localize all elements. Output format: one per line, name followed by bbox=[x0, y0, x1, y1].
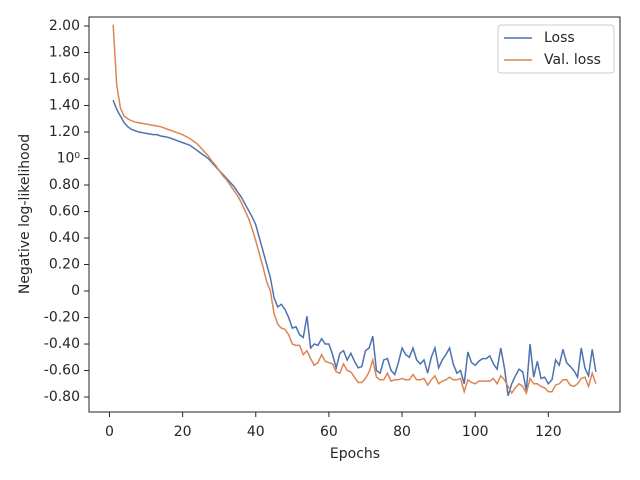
plot-frame bbox=[88, 16, 621, 413]
x-tick-label: 40 bbox=[247, 424, 265, 440]
y-tick-label: -0.80 bbox=[44, 389, 80, 405]
legend-label: Loss bbox=[544, 30, 575, 46]
y-tick-label: 1.80 bbox=[49, 45, 80, 61]
y-tick-label: 1.40 bbox=[49, 98, 80, 114]
y-tick-label: 0.80 bbox=[49, 177, 80, 193]
y-tick-label: -0.20 bbox=[44, 310, 80, 326]
y-tick-label: 10⁰ bbox=[57, 151, 81, 167]
y-tick-label: -0.40 bbox=[44, 336, 80, 352]
x-axis-label: Epochs bbox=[330, 446, 380, 462]
series-line bbox=[112, 99, 597, 396]
x-tick-label: 20 bbox=[174, 424, 192, 440]
x-tick-label: 80 bbox=[393, 424, 411, 440]
x-tick-label: 100 bbox=[462, 424, 489, 440]
legend-box bbox=[497, 24, 615, 74]
series-line bbox=[112, 24, 597, 396]
y-tick-label: 1.20 bbox=[49, 124, 80, 140]
y-tick-label: 1.60 bbox=[49, 71, 80, 87]
y-tick-label: -0.60 bbox=[44, 363, 80, 379]
y-tick-label: 0.40 bbox=[49, 230, 80, 246]
legend-label: Val. loss bbox=[544, 52, 601, 68]
x-tick-label: 60 bbox=[320, 424, 338, 440]
y-tick-label: 0.60 bbox=[49, 204, 80, 220]
y-tick-label: 2.00 bbox=[49, 18, 80, 34]
x-tick-label: 120 bbox=[535, 424, 562, 440]
x-tick-label: 0 bbox=[105, 424, 114, 440]
y-tick-label: 0.20 bbox=[49, 257, 80, 273]
y-axis-label: Negative log-likelihood bbox=[17, 134, 33, 294]
y-tick-label: 0 bbox=[71, 283, 80, 299]
